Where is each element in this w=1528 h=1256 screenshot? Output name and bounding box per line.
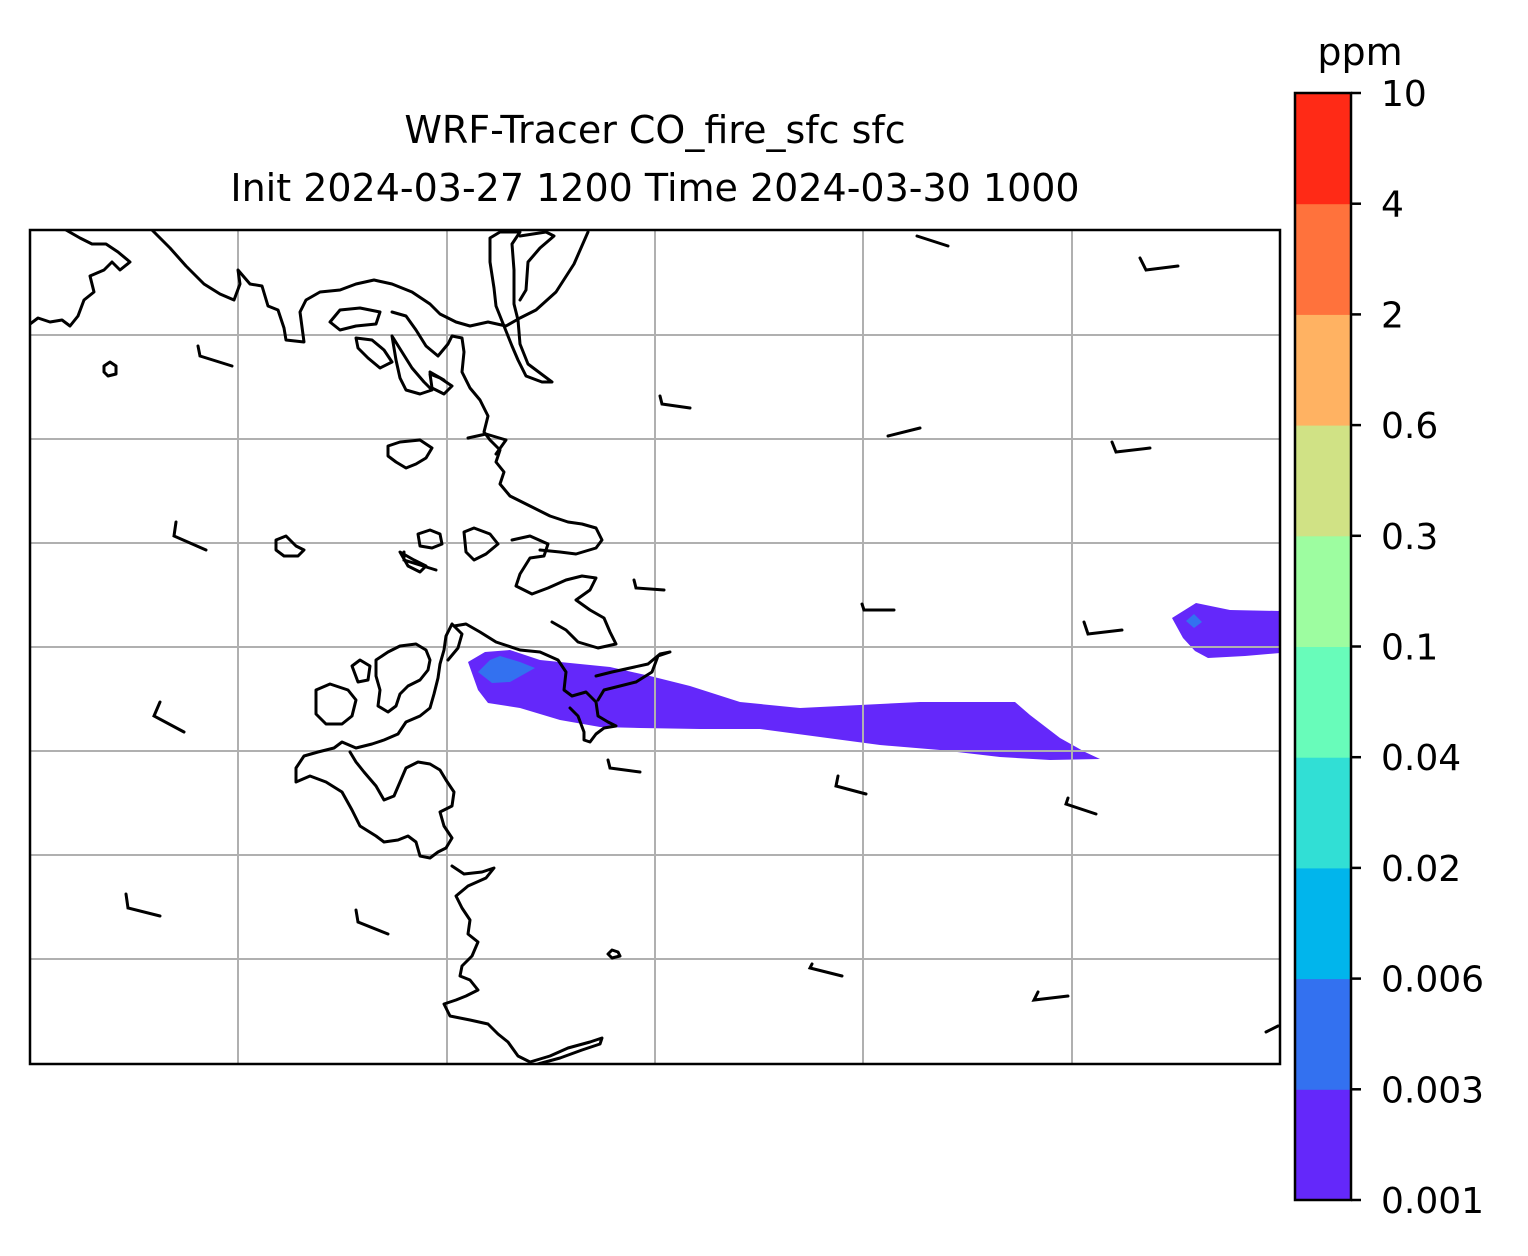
chart-subtitle: Init 2024-03-27 1200 Time 2024-03-30 100… — [230, 166, 1080, 210]
wind-barb — [402, 550, 438, 572]
colorbar-tick-label: 0.3 — [1381, 517, 1438, 558]
wind-barb — [196, 344, 234, 368]
colorbar — [1293, 91, 1353, 1202]
wind-barb — [886, 426, 922, 438]
coastline-archipelago-a — [374, 642, 432, 714]
chart-title: WRF-Tracer CO_fire_sfc sfc — [404, 108, 906, 152]
colorbar-segment — [1295, 314, 1351, 426]
wind-barbs — [124, 234, 1280, 1034]
plume-core-east — [1186, 614, 1202, 628]
wind-barb — [632, 578, 666, 592]
colorbar-segment — [1295, 867, 1351, 980]
colorbar-tick-label: 0.003 — [1381, 1070, 1484, 1111]
map-gridlines — [30, 230, 1280, 1064]
colorbar-segment — [1295, 93, 1351, 205]
wind-barb — [834, 774, 868, 796]
map-frame — [28, 228, 1282, 1066]
coastline-archipelago-b — [314, 682, 358, 726]
wind-barb — [354, 908, 390, 936]
coastline-islet-west — [102, 360, 118, 378]
coastline-island-big — [294, 622, 464, 860]
wind-barb — [1138, 256, 1180, 272]
colorbar-segment — [1295, 425, 1351, 537]
coastline-strait — [390, 310, 604, 556]
wind-barb — [860, 602, 896, 612]
colorbar-segment — [1295, 646, 1351, 758]
colorbar-tick-label: 10 — [1381, 74, 1427, 115]
colorbar-tick-label: 2 — [1381, 295, 1404, 336]
coastline-islands-a — [274, 534, 306, 558]
colorbar-segment — [1295, 1089, 1351, 1201]
wind-barb — [1264, 1024, 1280, 1034]
wind-barb — [1064, 796, 1098, 816]
wind-barb — [915, 234, 950, 248]
wind-barb — [807, 962, 844, 978]
coastline-island-small — [328, 306, 382, 332]
colorbar-segment — [1295, 203, 1351, 315]
coastline-island-mid — [390, 334, 434, 396]
coastline-main-lower — [452, 622, 618, 744]
coastlines — [30, 230, 672, 1064]
wind-barb — [428, 370, 446, 382]
coastline-peninsula — [354, 336, 394, 370]
coastline-inlet — [488, 230, 554, 384]
colorbar-tick-label: 0.1 — [1381, 628, 1438, 669]
coastline-range — [150, 230, 590, 344]
colorbar-segment — [1295, 757, 1351, 869]
wind-barb — [172, 520, 208, 552]
wind-barb — [606, 758, 642, 774]
colorbar-tick-label: 0.02 — [1381, 849, 1461, 890]
colorbar-segment — [1295, 535, 1351, 647]
wind-barb — [124, 892, 162, 918]
coastline-archipelago-c — [350, 658, 372, 684]
colorbar-ticks: 0.001 0.003 0.006 0.02 0.04 0.1 0.3 0.6 2 4 10 — [1351, 74, 1484, 1222]
coastline-sound-east — [594, 650, 672, 702]
colorbar-unit-label: ppm — [1317, 30, 1403, 74]
coastline-islands-e — [398, 550, 428, 574]
coastline-mid-inlet — [466, 432, 508, 456]
plume-east — [1172, 603, 1280, 658]
wind-barb — [658, 394, 692, 410]
wind-barb — [152, 700, 186, 734]
coastline-inlet-2 — [518, 230, 556, 302]
wind-barb — [1082, 620, 1124, 636]
coastline-southern — [442, 864, 604, 1064]
coastline-islands-b — [416, 528, 444, 550]
colorbar-tick-label: 0.6 — [1381, 406, 1438, 447]
plume-main — [468, 650, 1100, 760]
coastline-islands-d — [510, 534, 618, 650]
colorbar-tick-label: 0.001 — [1381, 1181, 1484, 1222]
wind-barb — [1031, 990, 1070, 1002]
colorbar-tick-label: 0.006 — [1381, 960, 1484, 1001]
coastline-lower-west — [386, 438, 434, 470]
plume-core — [478, 656, 535, 683]
colorbar-segment — [1295, 978, 1351, 1090]
coastline-islands-c — [462, 526, 500, 562]
coastline-islet-east — [606, 948, 622, 960]
colorbar-tick-label: 0.04 — [1381, 738, 1461, 779]
colorbar-tick-label: 4 — [1381, 185, 1404, 226]
wind-barb — [1110, 440, 1152, 454]
coastline-mainland-north — [30, 230, 132, 328]
